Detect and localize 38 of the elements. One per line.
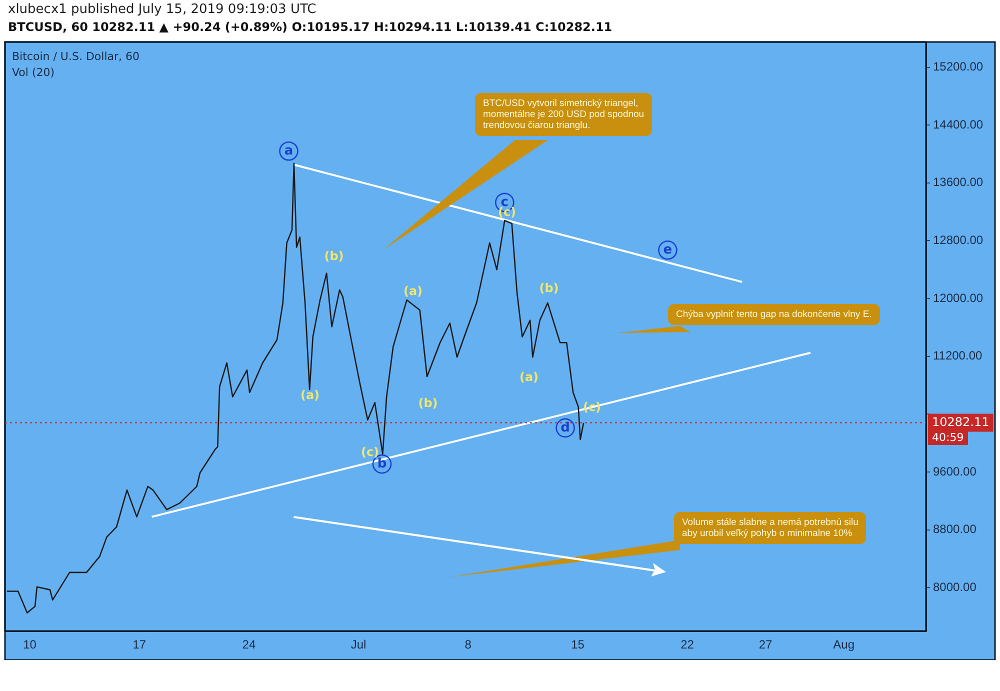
annotation: Volume stále slabne a nemá potrebnú silu aby urobil veľký pohyb o minimalne 10% <box>674 512 866 544</box>
y-tick-label: 12800.00 <box>933 233 984 248</box>
annotation: (a) <box>403 284 423 298</box>
x-tick-label: 17 <box>132 638 146 652</box>
annotation: Bitcoin / U.S. Dollar, 60 <box>12 50 140 63</box>
x-tick-label: 22 <box>680 638 694 652</box>
text: 40:59 <box>928 430 968 445</box>
annotation: BTC/USD vytvoril simetrický triangel, momentálne je 200 USD pod spodnou trendovou čiarou trianglu. <box>475 93 652 136</box>
y-tick-label: 15200.00 <box>933 60 984 74</box>
annotation: (a) <box>519 370 539 384</box>
annotation: (b) <box>324 249 344 263</box>
x-tick-label: 8 <box>464 638 472 652</box>
x-tick-label: 15 <box>571 638 585 652</box>
annotation: (a) <box>300 388 320 402</box>
y-tick-label: 13600.00 <box>933 175 984 190</box>
ref-line-label: 10282.11 <box>932 414 990 429</box>
annotation: (b) <box>418 396 438 410</box>
y-tick-label: 11200.00 <box>933 348 982 363</box>
chart-subtitle: BTCUSD, 60 10282.11 ▲ +90.24 (+0.89%) O:10195.17 H:10294.11 L:10139.41 C:10282.11 <box>8 20 612 34</box>
y-tick-label: 14400.00 <box>933 117 984 132</box>
x-tick-label: 10 <box>23 638 37 652</box>
annotation: e <box>663 242 672 258</box>
y-tick-label: 9600.00 <box>933 464 977 478</box>
x-tick-label: 24 <box>242 638 256 652</box>
y-tick-label: 8800.00 <box>933 522 977 536</box>
x-tick-label: Jul <box>350 638 366 652</box>
x-tick-label: 27 <box>758 638 773 652</box>
annotation: Vol (20) <box>12 66 55 79</box>
annotation: (b) <box>539 281 559 295</box>
annotation: (c) <box>360 445 380 459</box>
y-tick-label: 8000.00 <box>933 580 977 594</box>
chart-title: xlubecx1 published July 15, 2019 09:19:03 UTC <box>8 2 316 17</box>
annotation: b <box>377 456 387 472</box>
annotation: d <box>560 420 570 436</box>
y-tick-label: 12000.00 <box>933 290 984 305</box>
annotation: Chýba vyplniť tento gap na dokončenie vlny E. <box>668 304 880 325</box>
x-tick-label: Aug <box>833 638 854 652</box>
annotation: a <box>284 144 294 159</box>
